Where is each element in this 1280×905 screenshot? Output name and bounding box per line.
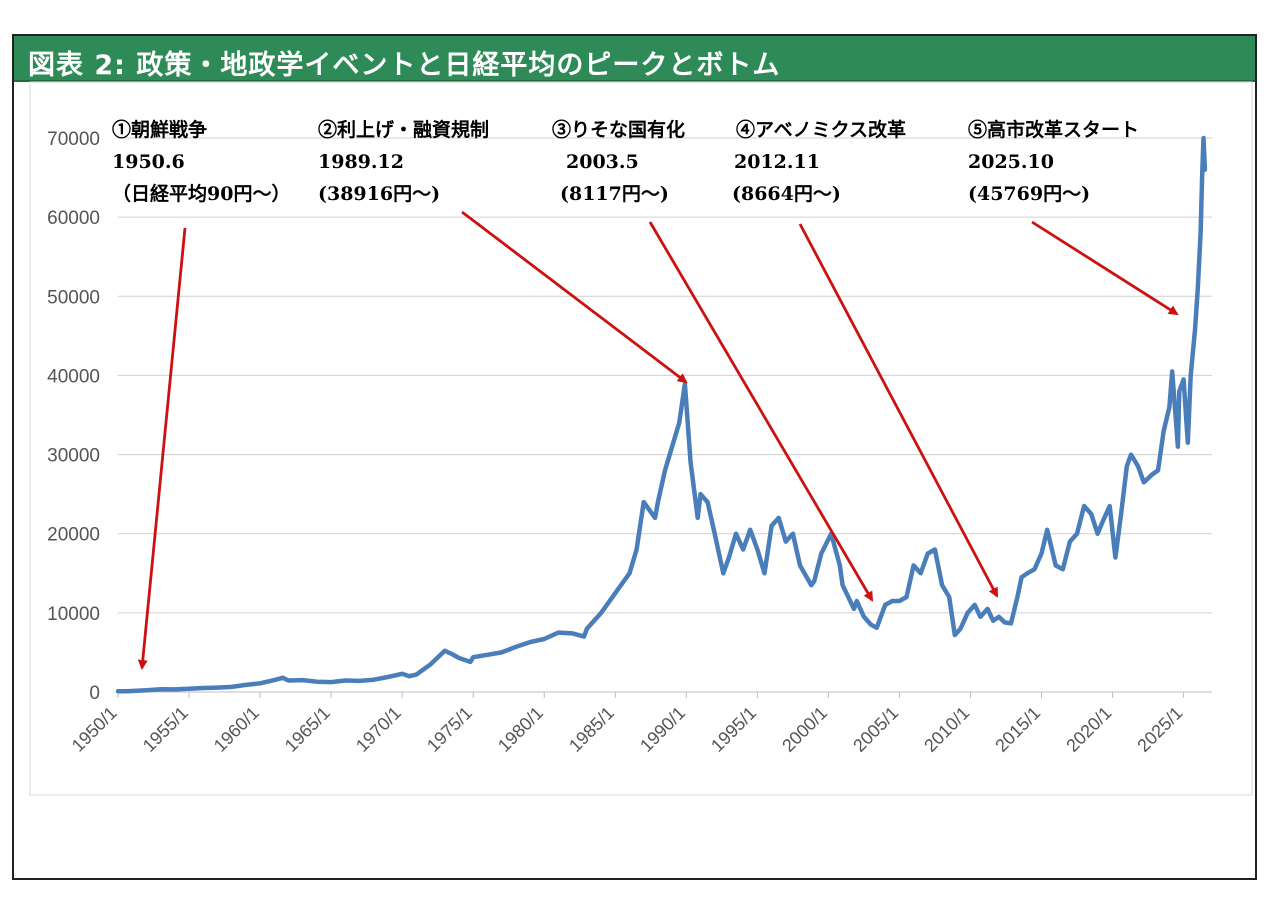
- annotation-label: 2025.10: [968, 151, 1054, 173]
- x-tick-label: 1995/1: [707, 703, 760, 756]
- annotation-arrow: [461, 210, 688, 384]
- y-tick-label: 30000: [47, 446, 100, 467]
- chart-title: 図表 2: 政策・地政学イベントと日経平均のピークとボトム: [28, 50, 781, 81]
- annotation-label: 1989.12: [318, 151, 404, 173]
- x-tick-label: 1990/1: [636, 703, 689, 756]
- y-tick-label: 50000: [47, 287, 100, 308]
- x-tick-label: 2010/1: [920, 703, 973, 756]
- annotation-label: ③りそな国有化: [552, 118, 685, 141]
- annotation-arrow: [1031, 220, 1179, 316]
- x-tick-label: 1975/1: [423, 703, 476, 756]
- y-tick-label: 0: [89, 683, 100, 704]
- x-tick-label: 1970/1: [352, 703, 405, 756]
- x-tick-label: 2000/1: [778, 703, 831, 756]
- y-tick-label: 20000: [47, 525, 100, 546]
- annotation-label: （日経平均90円～）: [112, 182, 290, 205]
- y-tick-label: 60000: [47, 208, 100, 229]
- x-tick-label: 1955/1: [139, 703, 192, 756]
- x-tick-label: 1965/1: [281, 703, 334, 756]
- annotation-label: (45769円～): [968, 183, 1090, 205]
- y-tick-label: 70000: [47, 129, 100, 150]
- annotation-label: (8117円～): [560, 183, 669, 205]
- x-tick-label: 2025/1: [1133, 703, 1186, 756]
- plot-area: [29, 81, 1253, 796]
- y-tick-label: 40000: [47, 366, 100, 387]
- x-tick-label: 1960/1: [210, 703, 263, 756]
- y-tick-label: 10000: [47, 604, 100, 625]
- x-tick-label: 1950/1: [68, 703, 121, 756]
- annotation-label: (38916円～): [318, 183, 440, 205]
- annotation-label: ⑤高市改革スタート: [968, 118, 1139, 141]
- annotation-label: ②利上げ・融資規制: [318, 118, 489, 141]
- annotation-label: 2012.11: [734, 151, 820, 173]
- x-tick-label: 2020/1: [1062, 703, 1115, 756]
- x-tick-label: 2015/1: [991, 703, 1044, 756]
- annotation-arrow: [648, 221, 874, 602]
- annotation-label: 1950.6: [112, 151, 185, 173]
- nikkei-series-line: [115, 135, 1208, 694]
- annotation-label: ①朝鮮戦争: [112, 118, 207, 141]
- x-tick-label: 1980/1: [494, 703, 547, 756]
- annotation-arrow: [137, 227, 187, 670]
- x-tick-label: 2005/1: [849, 703, 902, 756]
- annotation-label: (8664円～): [732, 183, 841, 205]
- title-bar: 図表 2: 政策・地政学イベントと日経平均のピークとボトム: [14, 36, 1255, 82]
- x-tick-label: 1985/1: [565, 703, 618, 756]
- annotation-arrow: [798, 223, 999, 598]
- annotation-label: 2003.5: [566, 151, 639, 173]
- annotation-label: ④アベノミクス改革: [736, 118, 906, 141]
- chart-frame: 図表 2: 政策・地政学イベントと日経平均のピークとボトム: [12, 34, 1257, 880]
